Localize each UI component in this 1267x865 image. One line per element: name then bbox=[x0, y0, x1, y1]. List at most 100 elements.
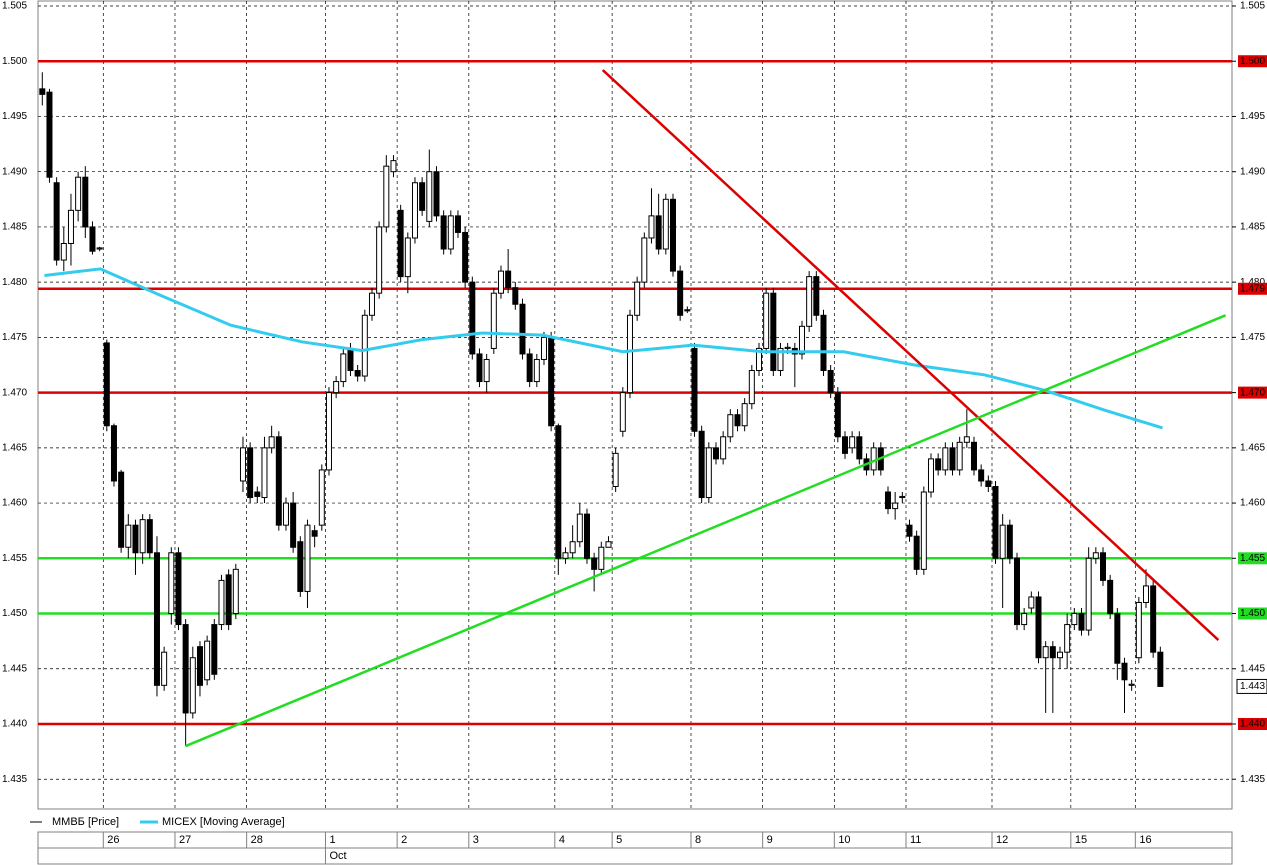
date-label: 4 bbox=[559, 834, 565, 846]
candle-body bbox=[1099, 552, 1106, 581]
date-label: 15 bbox=[1075, 834, 1087, 846]
candle-body bbox=[1006, 524, 1013, 559]
candle-body bbox=[110, 425, 117, 482]
level-label-box bbox=[1238, 552, 1267, 565]
y-tick-label-right: 1.475 bbox=[1240, 332, 1265, 343]
y-tick-label: 1.505 bbox=[2, 1, 27, 12]
candle-body bbox=[505, 270, 512, 289]
y-tick-label: 1.500 bbox=[2, 56, 27, 67]
candle-body bbox=[949, 447, 956, 471]
level-label-box bbox=[1238, 282, 1267, 295]
candle-body bbox=[798, 325, 805, 355]
candle-body bbox=[67, 209, 74, 244]
candle-body bbox=[576, 513, 583, 543]
candle-body bbox=[161, 651, 168, 686]
candle-body bbox=[440, 215, 447, 250]
candle-body bbox=[956, 441, 963, 471]
candle-body bbox=[533, 358, 540, 383]
candle-body bbox=[347, 347, 354, 372]
candle-body bbox=[841, 436, 848, 454]
candle-body bbox=[698, 430, 705, 499]
candle-body bbox=[1128, 683, 1135, 686]
candle-body bbox=[397, 209, 404, 278]
candle-body bbox=[376, 226, 383, 294]
candle-body bbox=[325, 392, 332, 471]
candle-body bbox=[999, 524, 1006, 559]
candle-body bbox=[684, 309, 691, 312]
candle-body bbox=[75, 176, 82, 211]
candle-body bbox=[60, 242, 67, 261]
candle-body bbox=[806, 276, 813, 327]
candle-body bbox=[490, 292, 497, 349]
candle-body bbox=[1035, 596, 1042, 659]
candle-body bbox=[368, 292, 375, 316]
candle-body bbox=[211, 624, 218, 675]
candle-body bbox=[204, 640, 211, 681]
last-price-box bbox=[1236, 678, 1267, 694]
candle-body bbox=[483, 358, 490, 383]
candle-body bbox=[139, 519, 146, 554]
y-tick-label-right: 1.445 bbox=[1240, 663, 1265, 674]
legend-label: MICEX [Moving Average] bbox=[162, 816, 285, 828]
candle-body bbox=[182, 624, 189, 714]
candle-body bbox=[669, 198, 676, 272]
candle-body bbox=[383, 165, 390, 228]
candle-body bbox=[1071, 613, 1078, 626]
candle-body bbox=[118, 471, 125, 548]
moving-average bbox=[44, 267, 1163, 430]
trend-line bbox=[185, 314, 1227, 748]
level-label: 1.455 bbox=[1240, 553, 1265, 564]
candle-body bbox=[892, 502, 899, 510]
candle-body bbox=[763, 292, 770, 349]
date-label: 16 bbox=[1139, 834, 1151, 846]
candle-body bbox=[992, 486, 999, 559]
candle-body bbox=[770, 292, 777, 372]
candle-body bbox=[705, 447, 712, 499]
candle-body bbox=[1021, 613, 1028, 626]
candle-body bbox=[691, 347, 698, 432]
candle-body bbox=[125, 524, 132, 548]
candle-body bbox=[834, 392, 841, 438]
candle-body bbox=[569, 541, 576, 554]
y-tick-label-right: 1.460 bbox=[1240, 498, 1265, 509]
candle-body bbox=[297, 541, 304, 592]
candle-body bbox=[1142, 585, 1149, 603]
candle-body bbox=[970, 441, 977, 471]
candle-body bbox=[720, 436, 727, 460]
candle-body bbox=[239, 447, 246, 482]
date-label: 1 bbox=[329, 834, 335, 846]
y-tick-label: 1.440 bbox=[2, 719, 27, 730]
level-label: 1.500 bbox=[1240, 56, 1265, 67]
y-tick-label: 1.455 bbox=[2, 553, 27, 564]
level-label-box bbox=[1238, 55, 1267, 68]
date-label: 3 bbox=[473, 834, 479, 846]
candle-body bbox=[354, 370, 361, 377]
level-label: 1.479 bbox=[1240, 283, 1265, 294]
candle-body bbox=[1056, 651, 1063, 659]
candle-body bbox=[583, 513, 590, 559]
candle-body bbox=[734, 414, 741, 427]
y-tick-label-right: 1.435 bbox=[1240, 774, 1265, 785]
level-label: 1.440 bbox=[1240, 719, 1265, 730]
date-label: 28 bbox=[251, 834, 263, 846]
candle-body bbox=[476, 353, 483, 383]
date-label: 2 bbox=[401, 834, 407, 846]
candle-body bbox=[153, 552, 160, 686]
candle-body bbox=[261, 447, 268, 499]
candle-body bbox=[419, 182, 426, 211]
y-tick-label: 1.450 bbox=[2, 608, 27, 619]
candle-body bbox=[290, 502, 297, 548]
y-tick-label-right: 1.505 bbox=[1240, 1, 1265, 12]
candle-body bbox=[648, 215, 655, 239]
y-tick-label: 1.475 bbox=[2, 332, 27, 343]
candle-body bbox=[1114, 613, 1121, 664]
candle-body bbox=[1042, 646, 1049, 659]
candle-body bbox=[311, 530, 318, 537]
candle-body bbox=[390, 160, 397, 173]
candle-body bbox=[906, 524, 913, 537]
candle-body bbox=[404, 237, 411, 278]
candle-body bbox=[935, 458, 942, 471]
level-label: 1.450 bbox=[1240, 608, 1265, 619]
candle-body bbox=[612, 452, 619, 488]
